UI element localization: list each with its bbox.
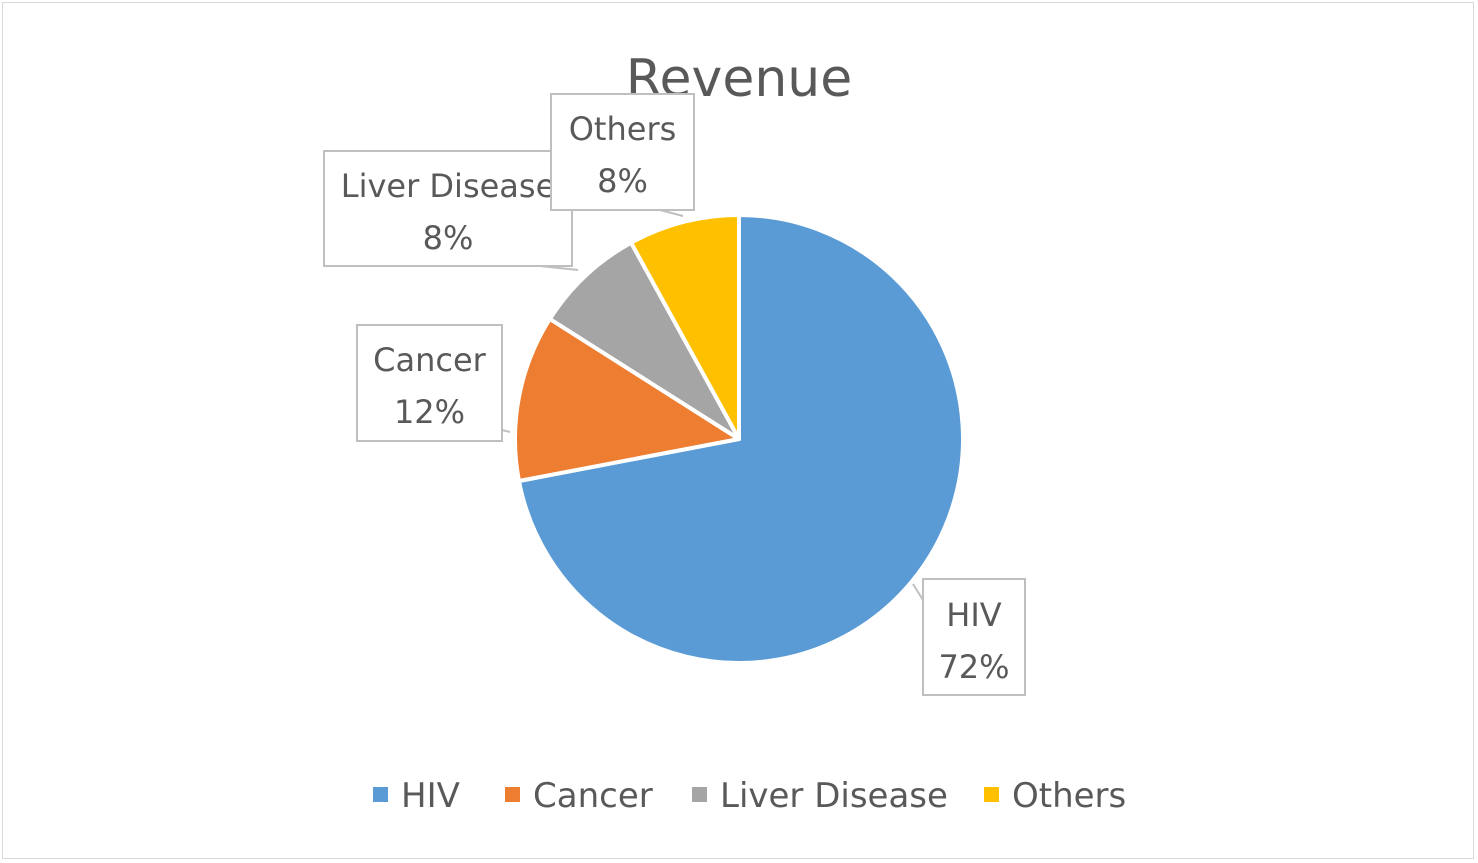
data-label-percent-others: 8%: [597, 162, 648, 200]
pie-slice-cancer: [513, 316, 741, 483]
legend-swatch-hiv: [373, 787, 388, 802]
leader-line-hiv: [912, 583, 924, 601]
leader-line-cancer: [501, 429, 511, 433]
legend: HIV Cancer Liver Disease Others: [373, 776, 1126, 816]
legend-swatch-cancer: [505, 787, 520, 802]
data-labels: HIV 72% Cancer 12% Liver Disease 8% Others 8%: [323, 93, 1026, 696]
data-label-box-others: [550, 93, 695, 211]
legend-label-cancer: Cancer: [533, 776, 653, 816]
pie-slice-others: [629, 213, 741, 441]
data-label-percent-hiv: 72%: [938, 648, 1009, 686]
pie-slice-liver-disease: [547, 240, 741, 441]
legend-label-liver-disease: Liver Disease: [720, 776, 948, 816]
data-label-box-cancer: [356, 324, 503, 442]
data-label-category-liver-disease: Liver Disease: [341, 167, 556, 205]
data-label-box-hiv: [922, 578, 1026, 696]
data-label-percent-cancer: 12%: [394, 393, 465, 431]
data-label-percent-liver-disease: 8%: [423, 219, 474, 257]
data-label-category-cancer: Cancer: [373, 341, 487, 379]
legend-label-others: Others: [1012, 776, 1126, 816]
data-label-category-others: Others: [569, 110, 677, 148]
legend-swatch-liver-disease: [692, 787, 707, 802]
pie-slices: [513, 213, 965, 665]
legend-swatch-others: [984, 787, 999, 802]
data-label-category-hiv: HIV: [946, 596, 1002, 634]
data-label-box-liver-disease: [323, 150, 573, 267]
legend-label-hiv: HIV: [401, 776, 460, 816]
